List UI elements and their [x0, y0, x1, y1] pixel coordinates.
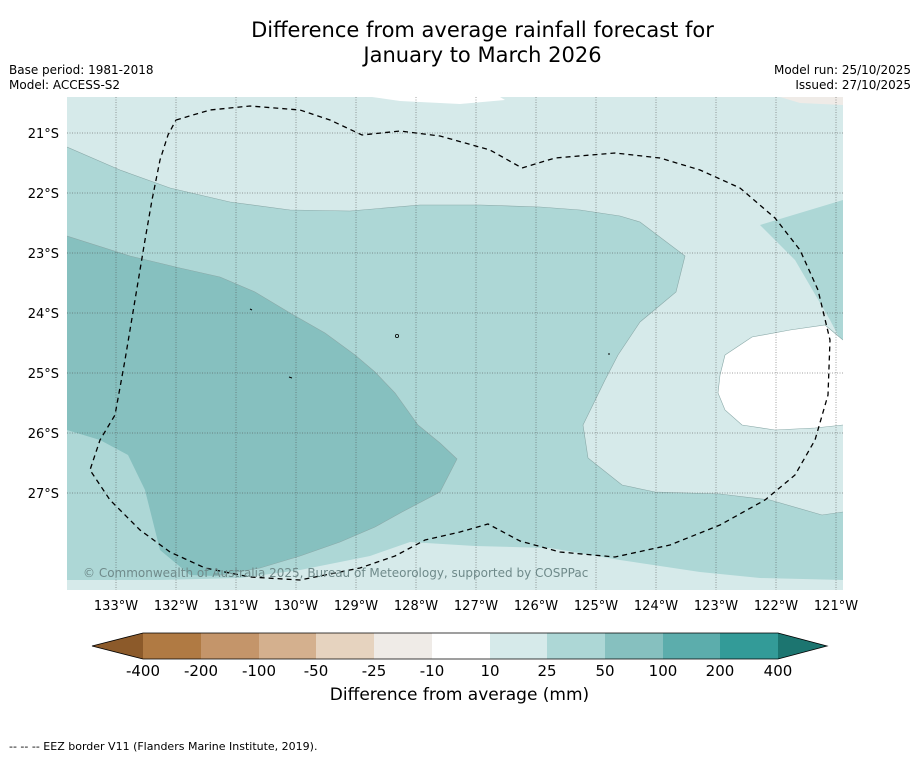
colorbar-tick: 100	[649, 662, 678, 680]
lat-label: 26°S	[28, 427, 59, 442]
colorbar-tick: 200	[706, 662, 735, 680]
colorbar-tick: -400	[126, 662, 160, 680]
colorbar-tick: -100	[242, 662, 276, 680]
band-neutral-north	[372, 97, 505, 104]
colorbar-segment	[316, 633, 374, 659]
lat-label: 22°S	[28, 187, 59, 202]
lon-label: 131°W	[214, 599, 258, 614]
colorbar-tick: 25	[537, 662, 556, 680]
lon-label: 125°W	[574, 599, 618, 614]
band-dry-north	[780, 97, 843, 105]
colorbar-segment	[259, 633, 316, 659]
colorbar-segment	[374, 633, 432, 659]
chart-title: Difference from average rainfall forecas…	[0, 18, 919, 68]
colorbar-tick: -50	[304, 662, 329, 680]
meta-left: Base period: 1981-2018 Model: ACCESS-S2	[9, 63, 154, 93]
rainfall-map	[67, 97, 843, 590]
lon-label: 123°W	[694, 599, 738, 614]
lon-label: 133°W	[94, 599, 138, 614]
lon-label: 130°W	[274, 599, 318, 614]
colorbar	[91, 632, 829, 660]
colorbar-segment	[92, 633, 143, 659]
colorbar-segment	[143, 633, 201, 659]
lon-label: 124°W	[634, 599, 678, 614]
lon-label: 132°W	[154, 599, 198, 614]
colorbar-tick: 400	[764, 662, 793, 680]
title-line-1: Difference from average rainfall forecas…	[251, 18, 714, 42]
colorbar-segment	[720, 633, 778, 659]
lon-label: 127°W	[454, 599, 498, 614]
lat-label: 24°S	[28, 307, 59, 322]
eez-legend: -- -- -- EEZ border V11 (Flanders Marine…	[9, 740, 318, 753]
colorbar-segment	[432, 633, 490, 659]
latitude-labels: 21°S 22°S 23°S 24°S 25°S 26°S 27°S	[28, 127, 59, 502]
colorbar-segment	[663, 633, 720, 659]
band-10-25-east	[67, 97, 843, 515]
colorbar-tick: 50	[595, 662, 614, 680]
colorbar-outline	[91, 632, 829, 660]
lat-label: 23°S	[28, 247, 59, 262]
eez-border	[89, 105, 831, 581]
island-marker	[394, 333, 399, 338]
lon-label: 122°W	[754, 599, 798, 614]
colorbar-tick: -200	[184, 662, 218, 680]
island-marker	[249, 308, 253, 311]
model-name: Model: ACCESS-S2	[9, 78, 121, 92]
lon-label: 126°W	[514, 599, 558, 614]
issued-date: Issued: 27/10/2025	[795, 78, 911, 92]
lon-label: 129°W	[334, 599, 378, 614]
base-period: Base period: 1981-2018	[9, 63, 154, 77]
colorbar-label: Difference from average (mm)	[329, 685, 590, 705]
lat-label: 27°S	[28, 487, 59, 502]
lon-label: 128°W	[394, 599, 438, 614]
colorbar-ticks: -400 -200 -100 -50 -25 -10 10 25 50 100 …	[126, 662, 792, 680]
gridlines	[67, 97, 843, 590]
colorbar-segment	[201, 633, 259, 659]
colorbar-tick: 10	[480, 662, 499, 680]
model-run: Model run: 25/10/2025	[773, 63, 911, 77]
meta-right: Model run: 25/10/2025 Issued: 27/10/2025	[774, 63, 911, 93]
lat-label: 21°S	[28, 127, 59, 142]
band-50-100	[67, 236, 457, 576]
title-line-2: January to March 2026	[363, 43, 602, 67]
island-marker	[288, 376, 293, 379]
colorbar-segment	[490, 633, 547, 659]
copyright-text: © Commonwealth of Australia 2025, Bureau…	[83, 566, 588, 580]
colorbar-segment	[547, 633, 605, 659]
band-neutral-east	[718, 325, 843, 430]
lat-label: 25°S	[28, 367, 59, 382]
colorbar-segment	[605, 633, 663, 659]
colorbar-tick: -10	[420, 662, 445, 680]
colorbar-tick: -25	[362, 662, 387, 680]
contour-lines	[67, 146, 843, 577]
lon-label: 121°W	[814, 599, 858, 614]
colorbar-segment	[778, 633, 827, 659]
longitude-labels: 133°W 132°W 131°W 130°W 129°W 128°W 127°…	[94, 599, 858, 614]
